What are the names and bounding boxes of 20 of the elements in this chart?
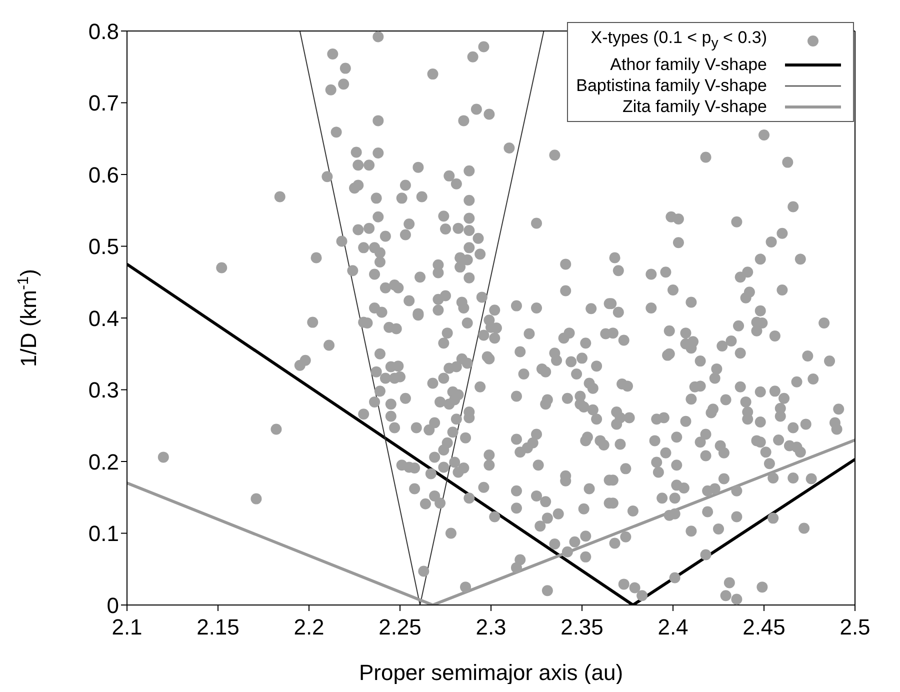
x-tick-label: 2.3 bbox=[476, 614, 506, 640]
y-tick-label: 0.3 bbox=[88, 378, 119, 403]
legend-label: X-types (0.1 < p$_{y}$ < 0.3) bbox=[590, 27, 767, 54]
x-tick-label: 2.35 bbox=[560, 614, 604, 640]
y-tick-label: 0.1 bbox=[88, 521, 119, 546]
x-tick-label: 2.45 bbox=[742, 614, 786, 640]
x-tick-label: 2.25 bbox=[378, 614, 422, 640]
legend-label: Zita family V-shape bbox=[622, 96, 767, 118]
x-tick-label: 2.2 bbox=[294, 614, 324, 640]
y-tick-label: 0.4 bbox=[88, 306, 119, 331]
y-tick-label: 0.8 bbox=[88, 18, 119, 44]
y-tick-label: 0.2 bbox=[88, 449, 119, 474]
y-tick-label: 0.7 bbox=[88, 90, 119, 116]
y-tick-label: 0.5 bbox=[88, 234, 119, 260]
x-tick-label: 2.15 bbox=[196, 614, 240, 640]
x-tick-label: 2.4 bbox=[658, 614, 688, 640]
x-tick-label: 2.5 bbox=[840, 614, 870, 640]
y-tick-label: 0.6 bbox=[88, 162, 119, 188]
legend-label: Athor family V-shape bbox=[610, 54, 767, 76]
legend-label: Baptistina family V-shape bbox=[576, 75, 767, 96]
